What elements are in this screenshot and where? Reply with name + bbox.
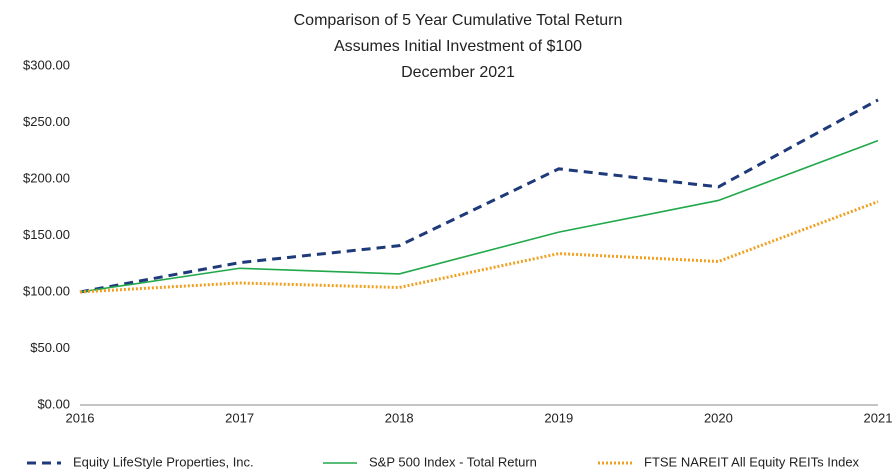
x-tick-label: 2021 bbox=[864, 410, 893, 425]
chart-title: Comparison of 5 Year Cumulative Total Re… bbox=[294, 12, 623, 29]
y-tick-label: $0.00 bbox=[37, 396, 70, 411]
y-tick-label: $100.00 bbox=[23, 283, 70, 298]
chart-subtitle: Assumes Initial Investment of $100 bbox=[334, 38, 582, 55]
x-tick-label: 2019 bbox=[544, 410, 573, 425]
series-line bbox=[79, 98, 879, 294]
y-tick-label: $50.00 bbox=[30, 340, 70, 355]
legend-label: S&P 500 Index - Total Return bbox=[369, 454, 537, 469]
y-tick-label: $300.00 bbox=[23, 57, 70, 72]
legend-label: FTSE NAREIT All Equity REITs Index bbox=[644, 454, 860, 469]
legend-label: Equity LifeStyle Properties, Inc. bbox=[73, 454, 254, 469]
y-tick-label: $200.00 bbox=[23, 170, 70, 185]
series-line bbox=[79, 200, 879, 294]
series-line bbox=[79, 139, 879, 293]
x-tick-label: 2018 bbox=[385, 410, 414, 425]
x-tick-label: 2017 bbox=[225, 410, 254, 425]
chart-subtitle: December 2021 bbox=[401, 64, 515, 81]
x-tick-label: 2020 bbox=[704, 410, 733, 425]
x-tick-label: 2016 bbox=[66, 410, 95, 425]
y-tick-label: $250.00 bbox=[23, 114, 70, 129]
y-tick-label: $150.00 bbox=[23, 227, 70, 242]
